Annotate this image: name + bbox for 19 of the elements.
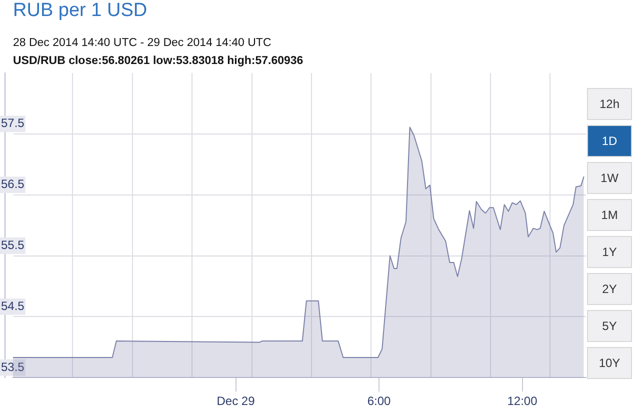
y-tick-label: 55.5 [1, 238, 25, 252]
time-range-button: 1Y [587, 236, 632, 268]
chart-title: RUB per 1 USD [13, 0, 148, 22]
time-range-button: 1D [587, 125, 632, 157]
time-range-button: 10Y [587, 347, 632, 379]
time-range-button: 5Y [587, 310, 632, 342]
time-range-button: 2Y [587, 273, 632, 305]
time-range-button: 12h [587, 88, 632, 120]
chart-subtitle: 28 Dec 2014 14:40 UTC - 29 Dec 2014 14:40 UTC [13, 37, 272, 49]
y-tick-label: 54.5 [1, 298, 25, 313]
x-tick-label: 12:00 [507, 394, 538, 408]
time-range-button: 1W [587, 162, 632, 194]
y-tick-label: 56.5 [1, 177, 25, 192]
time-range-button: 1M [587, 199, 632, 231]
y-tick-label: 57.5 [1, 116, 25, 130]
x-tick-label: Dec 29 [216, 394, 256, 408]
x-tick-label: 6:00 [367, 394, 392, 408]
text: USD/RUB close:56.80261 low:53.83018 high:57.60936 [13, 55, 304, 67]
y-tick-label: 53.5 [1, 360, 25, 374]
